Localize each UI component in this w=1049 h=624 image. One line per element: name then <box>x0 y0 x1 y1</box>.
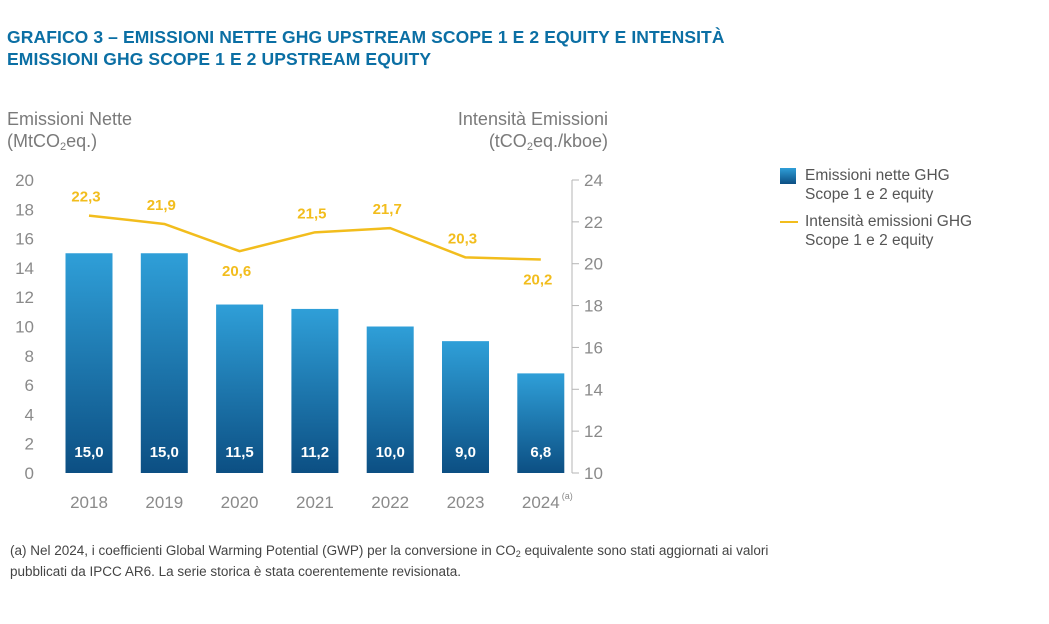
left-tick-label: 10 <box>15 318 34 337</box>
x-tick-label: 2023 <box>447 493 485 512</box>
line-label-2019: 21,9 <box>147 197 176 214</box>
line-label-2018: 22,3 <box>71 189 100 206</box>
chart-title-line1: GRAFICO 3 – EMISSIONI NETTE GHG UPSTREAM… <box>7 27 725 47</box>
bar-2021 <box>291 308 339 473</box>
x-tick-superscript: (a) <box>562 491 573 501</box>
legend-line-label-line1: Intensità emissioni GHG <box>805 213 973 230</box>
right-tick-label: 14 <box>584 380 603 399</box>
right-tick-label: 24 <box>584 171 603 190</box>
intensity-line <box>88 214 541 261</box>
left-tick-label: 20 <box>15 171 34 190</box>
line-label-2022: 21,7 <box>373 201 402 218</box>
bar-2018 <box>65 253 113 473</box>
x-tick-label: 2024 <box>522 493 560 512</box>
bar-label-2020: 11,5 <box>225 444 253 461</box>
right-tick-label: 20 <box>584 255 603 274</box>
right-axis-title-line1: Intensità Emissioni <box>457 109 608 129</box>
x-tick-label: 2018 <box>70 493 108 512</box>
line-label-2020: 20,6 <box>222 263 251 280</box>
left-tick-label: 0 <box>25 464 34 483</box>
left-tick-label: 6 <box>25 376 34 395</box>
bar-2024 <box>517 373 565 473</box>
legend-bar-swatch <box>780 168 796 184</box>
line-label-2023: 20,3 <box>448 230 477 247</box>
bar-2023 <box>442 341 489 473</box>
right-tick-label: 18 <box>584 297 603 316</box>
x-tick-label: 2019 <box>145 493 183 512</box>
right-tick-label: 16 <box>584 338 603 357</box>
line-label-2021: 21,5 <box>297 205 326 222</box>
legend: Emissioni nette GHG Scope 1 e 2 equity I… <box>780 166 1040 258</box>
right-tick-label: 10 <box>584 464 603 483</box>
left-tick-label: 4 <box>25 405 34 424</box>
x-tick-label: 2022 <box>371 493 409 512</box>
line-label-2024: 20,2 <box>523 272 552 289</box>
footnote-line1: (a) Nel 2024, i coefficienti Global Warm… <box>10 543 769 559</box>
footnote: (a) Nel 2024, i coefficienti Global Warm… <box>10 542 910 580</box>
left-tick-label: 12 <box>15 288 34 307</box>
bar-label-2018: 15,0 <box>74 444 103 461</box>
right-tick-label: 12 <box>584 422 603 441</box>
bar-label-2023: 9,0 <box>455 444 476 461</box>
bar-label-2021: 11,2 <box>301 444 329 461</box>
bar-2022 <box>366 326 414 473</box>
line-data-labels: 22,3 21,9 20,6 21,5 21,7 20,3 20,2 <box>71 189 552 289</box>
chart-title: GRAFICO 3 – EMISSIONI NETTE GHG UPSTREAM… <box>7 26 907 70</box>
legend-item-line: Intensità emissioni GHG Scope 1 e 2 equi… <box>780 212 1040 250</box>
left-tick-label: 8 <box>25 347 34 366</box>
right-axis-title-line2: (tCO2eq./kboe) <box>488 131 608 153</box>
left-tick-label: 18 <box>15 200 34 219</box>
left-tick-label: 2 <box>25 435 34 454</box>
bar-label-2022: 10,0 <box>376 444 405 461</box>
footnote-line2: pubblicati da IPCC AR6. La serie storica… <box>10 564 461 579</box>
bar-label-2024: 6,8 <box>530 444 551 461</box>
x-tick-label: 2021 <box>296 493 334 512</box>
x-axis-ticks: 2018 2019 2020 2021 2022 2023 2024 (a) <box>70 491 573 512</box>
legend-bar-label-line1: Emissioni nette GHG <box>805 167 950 184</box>
bar-2020 <box>216 304 264 473</box>
left-axis-title-line2: (MtCO2eq.) <box>7 131 98 153</box>
bar-data-labels: 15,0 15,0 11,5 11,2 10,0 9,0 6,8 <box>74 444 551 461</box>
left-axis-title-line1: Emissioni Nette <box>7 109 133 129</box>
left-axis-title: Emissioni Nette (MtCO2eq.) <box>7 108 132 158</box>
line-series <box>88 214 541 261</box>
right-axis-title: Intensità Emissioni (tCO2eq./kboe) <box>458 108 608 158</box>
left-tick-label: 14 <box>15 259 34 278</box>
legend-line-swatch <box>780 221 798 223</box>
right-axis-ticks: 10 12 14 16 18 20 22 24 <box>572 171 603 483</box>
left-tick-label: 16 <box>15 230 34 249</box>
bar-series <box>65 253 565 473</box>
legend-bar-label-line2: Scope 1 e 2 equity <box>805 186 934 203</box>
left-axis-ticks: 0 2 4 6 8 10 12 14 16 18 20 <box>15 171 34 483</box>
chart-title-line2: EMISSIONI GHG SCOPE 1 E 2 UPSTREAM EQUIT… <box>7 49 432 69</box>
x-tick-label: 2020 <box>221 493 259 512</box>
legend-line-label-line2: Scope 1 e 2 equity <box>805 232 934 249</box>
bar-2019 <box>140 253 188 473</box>
right-tick-label: 22 <box>584 213 603 232</box>
legend-item-bars: Emissioni nette GHG Scope 1 e 2 equity <box>780 166 1040 204</box>
bar-label-2019: 15,0 <box>150 444 179 461</box>
